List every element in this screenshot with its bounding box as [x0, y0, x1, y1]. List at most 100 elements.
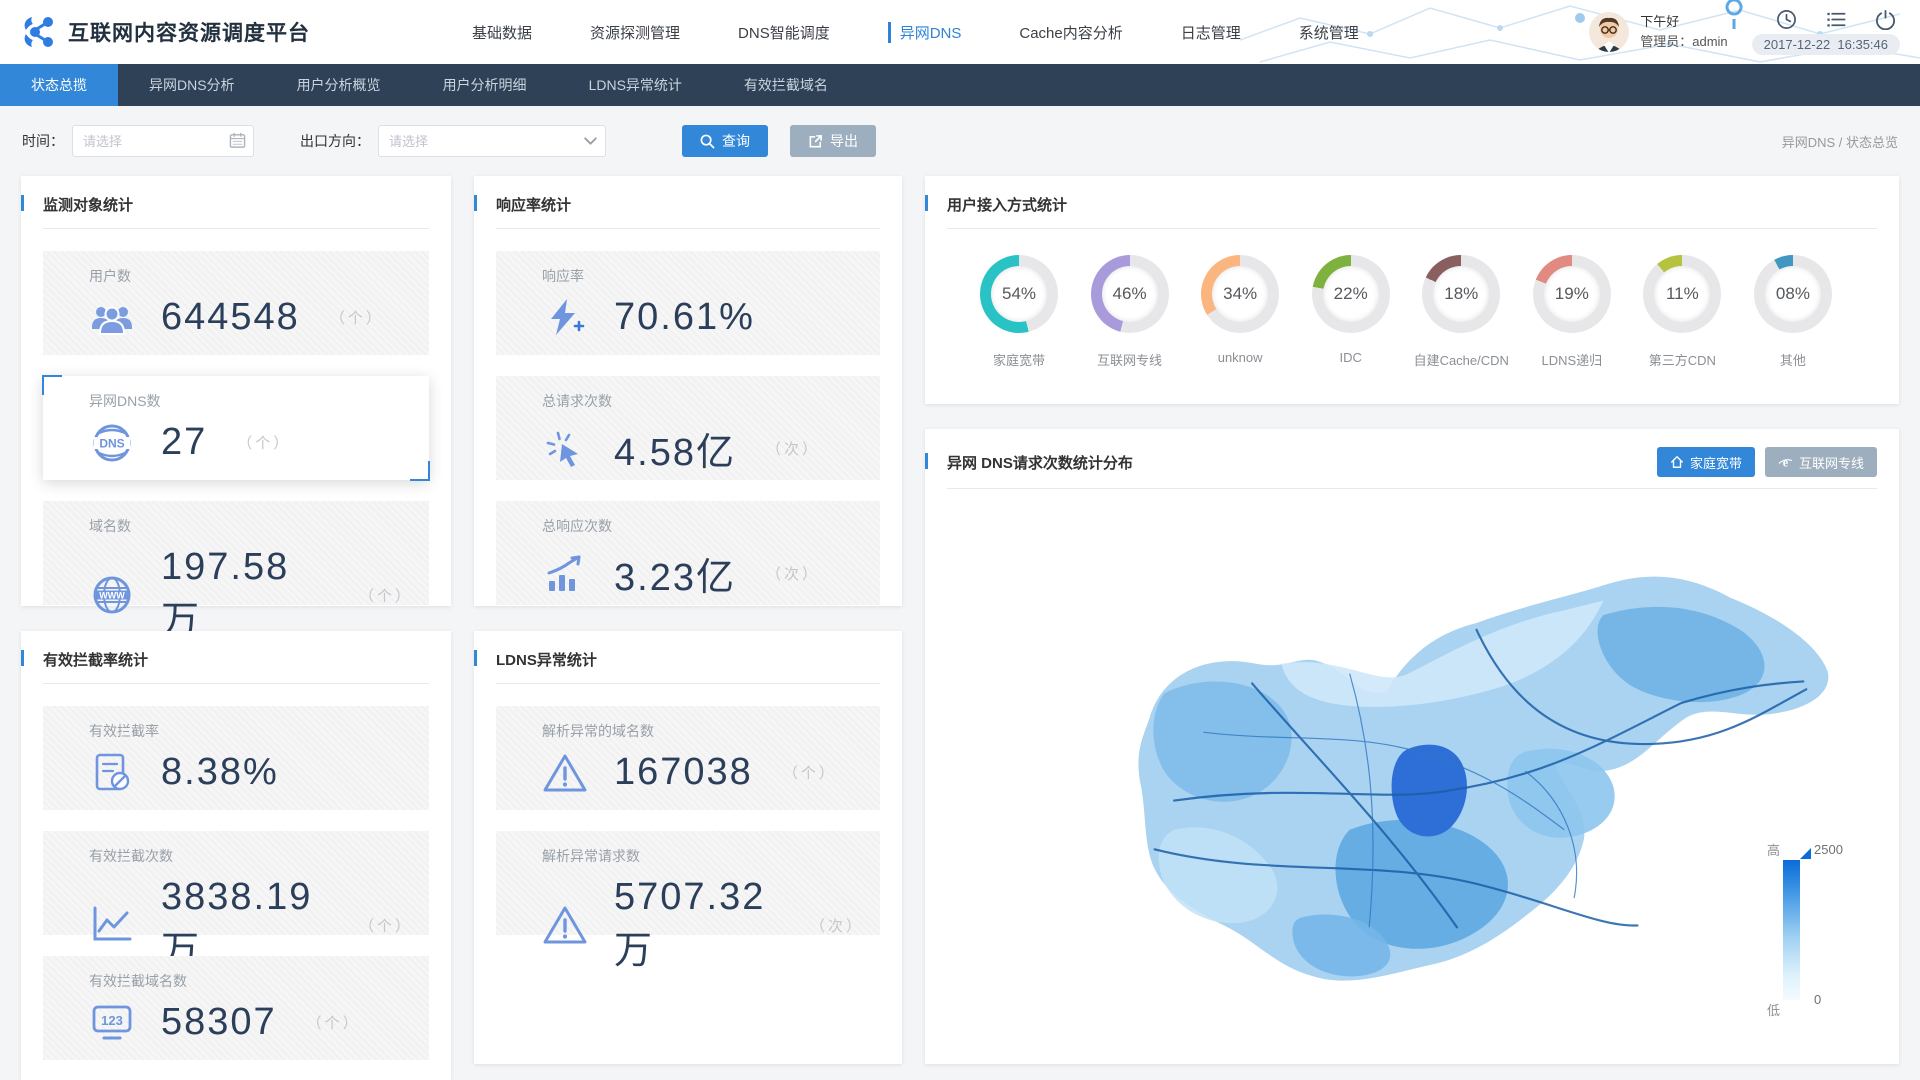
- stat-label: 异网DNS数: [89, 393, 161, 409]
- card-intercept-stats: 有效拦截率统计 有效拦截率: [21, 631, 451, 1080]
- nav-item-resource-probe[interactable]: 资源探测管理: [590, 24, 681, 42]
- stat-tile-response-rate[interactable]: 响应率 70.61%: [496, 251, 880, 355]
- stat-tile-anomaly-requests[interactable]: 解析异常请求数 5707.32万 （次）: [496, 831, 880, 972]
- donut-percent: 08%: [1775, 284, 1810, 303]
- donut-third-party-cdn: 11% 第三方CDN: [1628, 255, 1736, 369]
- legend-low-label: 低: [1767, 1003, 1781, 1018]
- nav-item-system-management[interactable]: 系统管理: [1298, 24, 1359, 42]
- stat-value: 70.61%: [614, 296, 755, 338]
- access-donut-row: 54% 家庭宽带 46% 互联网专线 34% unknow 22% IDC: [947, 229, 1877, 369]
- donut-ldns-recursion: 19% LDNS递归: [1518, 255, 1626, 369]
- stat-tile-domain-count[interactable]: 域名数 WWW 197.58万 （个）: [43, 501, 429, 642]
- card-title: 有效拦截率统计: [21, 649, 429, 684]
- donut-ring: 11%: [1643, 255, 1722, 333]
- stat-unit: （个）: [782, 765, 837, 782]
- legend-gradient-bar: [1783, 860, 1800, 1000]
- svg-text:e: e: [1783, 455, 1789, 469]
- lightning-icon: [551, 298, 585, 335]
- nav-item-cache-analysis[interactable]: Cache内容分析: [1019, 24, 1123, 42]
- donut-ring: 19%: [1532, 255, 1611, 333]
- home-icon: [1671, 456, 1683, 468]
- time-picker: [72, 125, 254, 157]
- tab-user-analysis-detail[interactable]: 用户分析明细: [442, 77, 527, 93]
- tab-offnet-dns-analysis[interactable]: 异网DNS分析: [149, 77, 235, 93]
- datetime-display: 2017-12-22 16:35:46: [1751, 34, 1900, 55]
- stat-unit: （次）: [809, 917, 864, 935]
- browser-e-icon: e: [1778, 455, 1793, 469]
- donut-label: unknow: [1217, 350, 1263, 365]
- filter-bar: 时间： 出口方向： 查询: [0, 106, 1920, 176]
- tab-intercepted-domains[interactable]: 有效拦截域名: [743, 77, 828, 93]
- donut-unknow: 34% unknow: [1186, 255, 1294, 369]
- donut-percent: 46%: [1112, 284, 1147, 303]
- warning-icon: [543, 754, 587, 791]
- map-button-label: 家庭宽带: [1689, 455, 1742, 471]
- stat-label: 解析异常的域名数: [542, 723, 654, 739]
- svg-text:DNS: DNS: [99, 436, 124, 450]
- time-filter-label: 时间：: [22, 133, 64, 149]
- stat-tile-anomaly-domains[interactable]: 解析异常的域名数 167038 （个）: [496, 706, 880, 810]
- greeting: 下午好: [1640, 13, 1680, 29]
- map-filter-home-broadband-button[interactable]: 家庭宽带: [1656, 447, 1755, 477]
- admin-label: 管理员：admin: [1640, 34, 1728, 49]
- direction-filter-label: 出口方向：: [300, 133, 370, 149]
- card-title: 异网 DNS请求次数统计分布: [925, 452, 1133, 473]
- stat-unit: （个）: [306, 1015, 361, 1032]
- tab-status-overview[interactable]: 状态总揽: [0, 64, 118, 106]
- legend-high-label: 高: [1767, 843, 1781, 858]
- www-globe-icon: WWW: [93, 576, 131, 614]
- stat-label: 有效拦截次数: [89, 848, 173, 864]
- donut-percent: 18%: [1444, 284, 1479, 303]
- list-menu-icon[interactable]: [1825, 9, 1847, 30]
- tab-ldns-anomaly[interactable]: LDNS异常统计: [588, 77, 682, 93]
- brand: 互联网内容资源调度平台: [20, 15, 472, 49]
- direction-select-input[interactable]: [378, 125, 606, 157]
- map-filter-leased-line-button[interactable]: e 互联网专线: [1764, 447, 1877, 477]
- nav-item-dns-scheduling[interactable]: DNS智能调度: [738, 24, 830, 42]
- stat-tile-intercept-rate[interactable]: 有效拦截率 8.38%: [43, 706, 429, 810]
- stat-tile-intercept-domain-count[interactable]: 有效拦截域名数 123 58307 （个）: [43, 956, 429, 1060]
- stat-label: 总响应次数: [542, 518, 612, 534]
- stat-unit: （个）: [329, 310, 384, 327]
- donut-percent: 54%: [1001, 284, 1037, 303]
- donut-percent: 19%: [1554, 284, 1589, 303]
- nav-item-basic-data[interactable]: 基础数据: [472, 24, 533, 42]
- breadcrumb: 异网DNS / 状态总览: [1781, 134, 1898, 150]
- stat-tile-intercept-count[interactable]: 有效拦截次数 3838.19万 （个）: [43, 831, 429, 972]
- stat-tile-offnet-dns-count[interactable]: 异网DNS数 DNS 27 （个）: [42, 375, 430, 481]
- nav-item-log-management[interactable]: 日志管理: [1180, 24, 1241, 42]
- time-picker-input[interactable]: [72, 125, 254, 157]
- donut-ring: 54%: [980, 255, 1058, 333]
- donut-label: LDNS递归: [1541, 353, 1603, 368]
- direction-select: [378, 125, 606, 157]
- stat-label: 响应率: [542, 268, 584, 284]
- stat-label: 解析异常请求数: [542, 848, 640, 864]
- export-button[interactable]: 导出: [790, 125, 876, 157]
- power-icon[interactable]: [1875, 9, 1896, 30]
- donut-label: 家庭宽带: [992, 353, 1045, 368]
- search-button[interactable]: 查询: [682, 125, 768, 157]
- donut-self-built-cache-cdn: 18% 自建Cache/CDN: [1407, 255, 1515, 369]
- tab-user-analysis-overview[interactable]: 用户分析概览: [296, 77, 381, 93]
- chevron-down-icon[interactable]: [583, 132, 598, 149]
- stat-tile-user-count[interactable]: 用户数 644548 （个）: [43, 251, 429, 355]
- stat-unit: （个）: [358, 587, 413, 605]
- legend-pointer: [1800, 848, 1811, 859]
- stat-tile-total-requests[interactable]: 总请求次数 4.58亿 （次）: [496, 376, 880, 480]
- stat-value: 27: [161, 421, 208, 463]
- calendar-icon[interactable]: [229, 132, 246, 149]
- avatar[interactable]: [1588, 11, 1630, 53]
- map-legend: 高 2500 低 0: [1767, 840, 1863, 1022]
- user-area: 下午好 管理员：admin: [1588, 9, 1900, 55]
- clock-icon[interactable]: [1776, 9, 1797, 30]
- card-access-methods: 用户接入方式统计 54% 家庭宽带 46% 互联网专线 34% unknow: [925, 176, 1899, 404]
- monitor-123-icon: 123: [92, 1005, 132, 1039]
- stat-tile-total-responses[interactable]: 总响应次数 3.23亿 （次）: [496, 501, 880, 605]
- nav-item-offnet-dns[interactable]: 异网DNS: [887, 21, 961, 43]
- card-title: LDNS异常统计: [474, 649, 880, 684]
- stat-value: 167038: [614, 751, 753, 793]
- shandong-choropleth-map[interactable]: [1057, 505, 1857, 1057]
- card-response-stats: 响应率统计 响应率 70.61%: [474, 176, 902, 606]
- export-button-label: 导出: [830, 133, 858, 149]
